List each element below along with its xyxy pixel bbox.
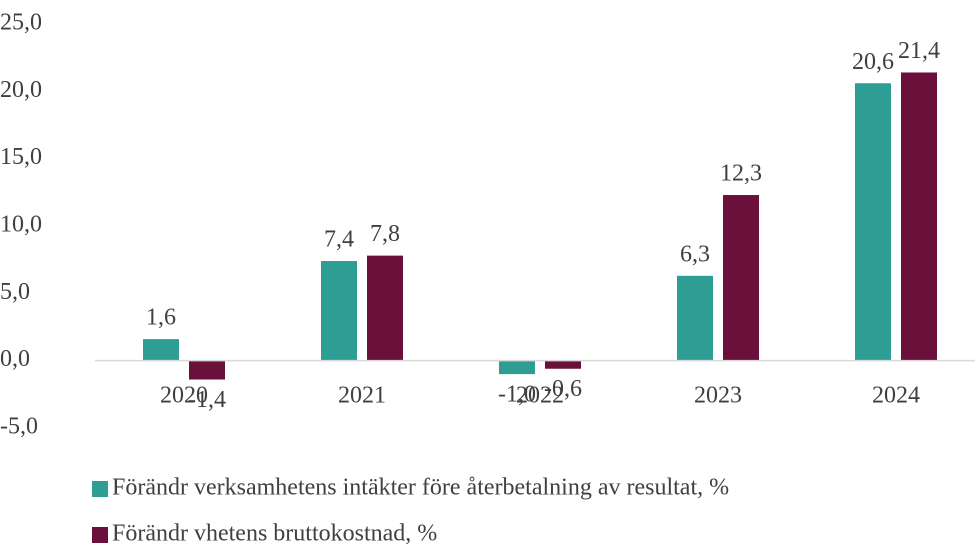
data-label: -0,6	[544, 376, 582, 402]
data-label: 21,4	[898, 38, 940, 64]
data-label: 6,3	[680, 241, 710, 267]
y-tick-label: -5,0	[0, 414, 38, 440]
data-label: 1,6	[146, 305, 176, 331]
legend-label: Förändr verksamhetens intäkter före åter…	[112, 475, 729, 501]
y-tick-label: 15,0	[0, 144, 42, 170]
y-tick-label: 0,0	[0, 346, 30, 372]
x-tick-label: 2022	[516, 383, 564, 409]
bar	[545, 360, 581, 369]
data-label: -1,4	[188, 387, 226, 413]
data-label: 7,8	[370, 221, 400, 247]
bar	[723, 195, 759, 361]
legend-swatch	[92, 527, 108, 543]
x-tick-label: 2024	[872, 383, 920, 409]
bar	[321, 261, 357, 361]
data-label: 12,3	[720, 161, 762, 187]
data-label: 20,6	[852, 49, 894, 75]
bar	[901, 72, 937, 361]
legend-label: Förändr vhetens bruttokostnad, %	[112, 521, 437, 547]
bar	[499, 360, 535, 375]
bar	[189, 360, 225, 380]
bar	[143, 339, 179, 361]
bar	[855, 83, 891, 361]
x-tick-label: 2020	[160, 383, 208, 409]
data-label: 7,4	[324, 227, 354, 253]
x-tick-label: 2021	[338, 383, 386, 409]
y-tick-label: 20,0	[0, 77, 42, 103]
legend-swatch	[92, 481, 108, 497]
bar	[677, 275, 713, 361]
bar	[367, 255, 403, 361]
y-tick-label: 10,0	[0, 212, 42, 238]
x-tick-label: 2023	[694, 383, 742, 409]
data-label: -1,0	[498, 382, 536, 408]
y-tick-label: 25,0	[0, 10, 42, 36]
y-tick-label: 5,0	[0, 279, 30, 305]
